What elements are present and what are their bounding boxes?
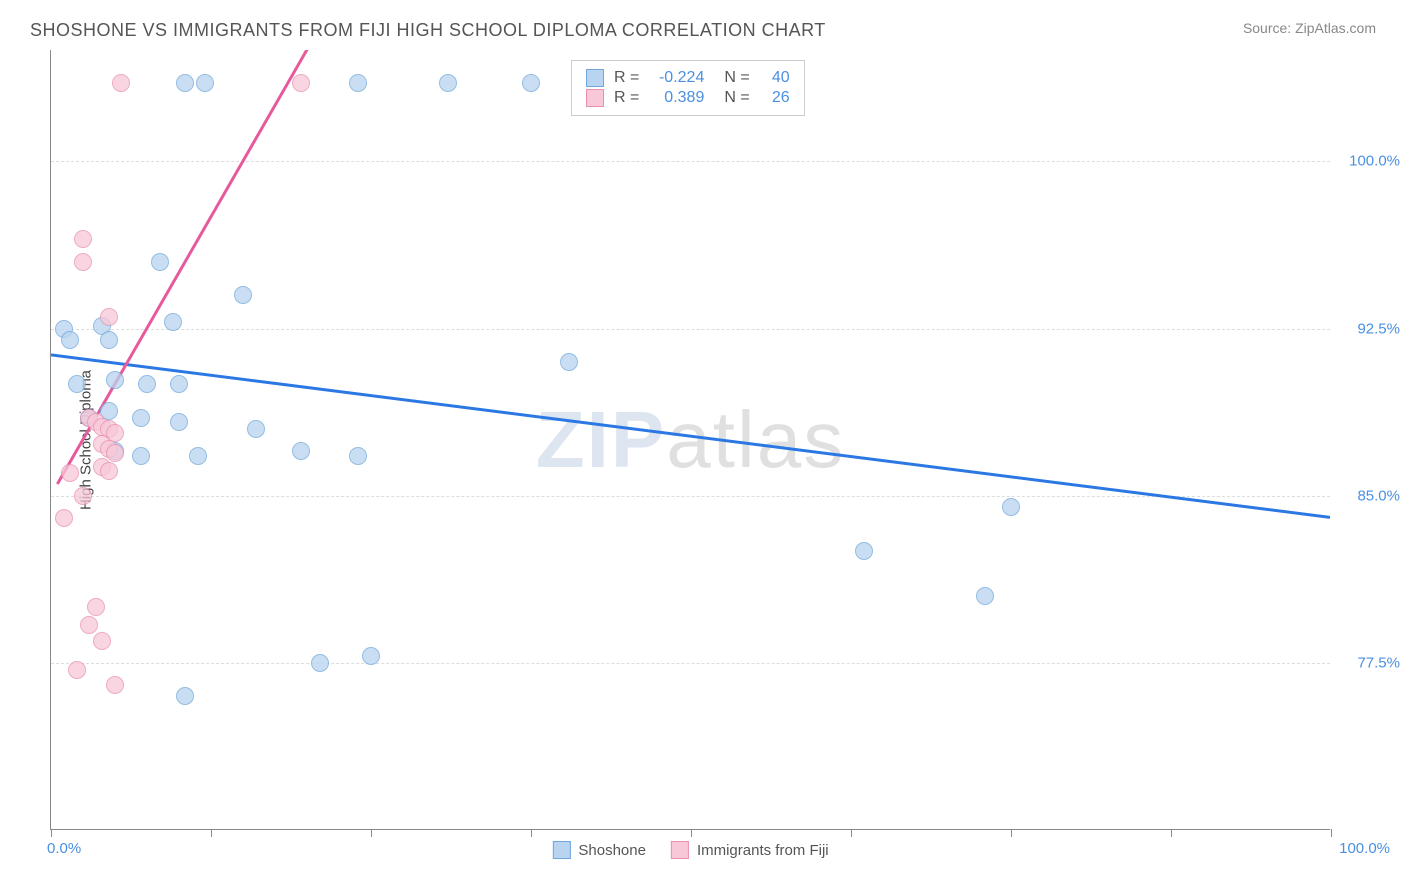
data-point	[93, 632, 111, 650]
watermark-atlas: atlas	[666, 395, 845, 484]
data-point	[151, 253, 169, 271]
y-tick-label: 77.5%	[1340, 654, 1400, 671]
data-point	[855, 542, 873, 560]
data-point	[68, 661, 86, 679]
data-point	[87, 598, 105, 616]
data-point	[68, 375, 86, 393]
data-point	[170, 375, 188, 393]
legend-item: Shoshone	[552, 841, 646, 859]
gridline	[51, 663, 1330, 664]
data-point	[74, 487, 92, 505]
data-point	[349, 74, 367, 92]
data-point	[1002, 498, 1020, 516]
n-label: N =	[724, 89, 749, 107]
series-swatch	[586, 89, 604, 107]
data-point	[176, 687, 194, 705]
data-point	[61, 464, 79, 482]
data-point	[976, 587, 994, 605]
data-point	[349, 447, 367, 465]
stats-row: R = 0.389 N = 26	[586, 89, 790, 107]
watermark: ZIPatlas	[536, 394, 845, 486]
gridline	[51, 161, 1330, 162]
legend: Shoshone Immigrants from Fiji	[552, 841, 828, 859]
data-point	[100, 308, 118, 326]
y-tick-label: 100.0%	[1340, 153, 1400, 170]
x-tick	[211, 829, 212, 837]
n-value: 26	[760, 89, 790, 107]
data-point	[560, 353, 578, 371]
chart-area: ZIPatlas 77.5%85.0%92.5%100.0% High Scho…	[50, 50, 1330, 830]
data-point	[439, 74, 457, 92]
gridline	[51, 496, 1330, 497]
data-point	[74, 230, 92, 248]
x-tick-label-max: 100.0%	[1339, 840, 1390, 857]
data-point	[80, 616, 98, 634]
data-point	[55, 509, 73, 527]
y-tick-label: 92.5%	[1340, 320, 1400, 337]
data-point	[132, 447, 150, 465]
header: SHOSHONE VS IMMIGRANTS FROM FIJI HIGH SC…	[0, 0, 1406, 46]
data-point	[234, 286, 252, 304]
stats-row: R = -0.224 N = 40	[586, 69, 790, 87]
data-point	[189, 447, 207, 465]
x-tick	[51, 829, 52, 837]
trend-line	[51, 355, 1330, 517]
r-value: 0.389	[649, 89, 704, 107]
data-point	[292, 442, 310, 460]
data-point	[311, 654, 329, 672]
legend-label: Shoshone	[578, 842, 646, 859]
gridline	[51, 329, 1330, 330]
x-tick	[531, 829, 532, 837]
data-point	[522, 74, 540, 92]
x-tick	[1011, 829, 1012, 837]
x-tick-label-min: 0.0%	[47, 840, 81, 857]
n-value: 40	[760, 69, 790, 87]
r-value: -0.224	[649, 69, 704, 87]
data-point	[362, 647, 380, 665]
x-tick	[691, 829, 692, 837]
data-point	[106, 371, 124, 389]
stats-box: R = -0.224 N = 40 R = 0.389 N = 26	[571, 60, 805, 116]
data-point	[138, 375, 156, 393]
legend-swatch	[671, 841, 689, 859]
source-label: Source: ZipAtlas.com	[1243, 20, 1376, 36]
data-point	[74, 253, 92, 271]
data-point	[61, 331, 79, 349]
watermark-zip: ZIP	[536, 395, 666, 484]
data-point	[247, 420, 265, 438]
legend-label: Immigrants from Fiji	[697, 842, 829, 859]
data-point	[164, 313, 182, 331]
data-point	[132, 409, 150, 427]
data-point	[176, 74, 194, 92]
x-tick	[371, 829, 372, 837]
legend-item: Immigrants from Fiji	[671, 841, 829, 859]
data-point	[196, 74, 214, 92]
x-tick	[1171, 829, 1172, 837]
data-point	[292, 74, 310, 92]
y-tick-label: 85.0%	[1340, 487, 1400, 504]
data-point	[112, 74, 130, 92]
data-point	[170, 413, 188, 431]
data-point	[106, 676, 124, 694]
n-label: N =	[724, 69, 749, 87]
r-label: R =	[614, 69, 639, 87]
data-point	[100, 331, 118, 349]
series-swatch	[586, 69, 604, 87]
r-label: R =	[614, 89, 639, 107]
x-tick	[1331, 829, 1332, 837]
data-point	[100, 462, 118, 480]
trend-lines	[51, 50, 1330, 829]
legend-swatch	[552, 841, 570, 859]
chart-title: SHOSHONE VS IMMIGRANTS FROM FIJI HIGH SC…	[30, 20, 826, 41]
x-tick	[851, 829, 852, 837]
